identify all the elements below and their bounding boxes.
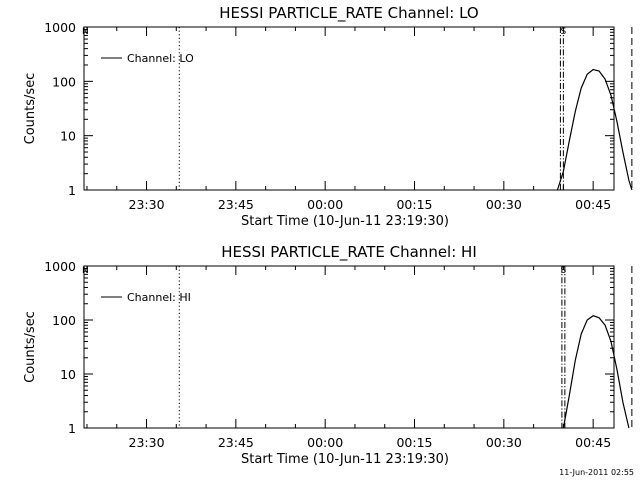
legend: Channel: LO bbox=[101, 52, 194, 65]
generation-timestamp: 11-Jun-2011 02:55 bbox=[559, 468, 634, 477]
annotation-s: S bbox=[561, 27, 567, 37]
plot-frame bbox=[83, 265, 615, 429]
x-axis-label: Start Time (10-Jun-11 23:19:30) bbox=[241, 452, 449, 467]
y-tick-label: 1000 bbox=[44, 259, 76, 274]
legend: Channel: HI bbox=[101, 291, 191, 304]
y-axis-label: Counts/sec bbox=[23, 311, 38, 383]
x-tick-label: 00:45 bbox=[575, 435, 611, 450]
y-tick-label: 10 bbox=[60, 367, 76, 382]
x-axis-label: Start Time (10-Jun-11 23:19:30) bbox=[241, 214, 449, 229]
annotation-n: N bbox=[82, 27, 89, 37]
x-tick-label: 00:30 bbox=[486, 435, 522, 450]
legend-entry: Channel: HI bbox=[127, 291, 191, 304]
y-tick-label: 100 bbox=[52, 74, 76, 89]
y-tick-label: 1 bbox=[68, 183, 76, 198]
series-line bbox=[562, 315, 630, 429]
y-axis-label: Counts/sec bbox=[23, 73, 38, 145]
x-tick-label: 23:45 bbox=[218, 435, 254, 450]
y-tick-label: 1000 bbox=[44, 20, 76, 35]
series-line bbox=[556, 68, 633, 191]
legend-entry: Channel: LO bbox=[127, 52, 194, 65]
x-tick-label: 23:30 bbox=[129, 197, 165, 212]
y-tick-label: 100 bbox=[52, 313, 76, 328]
x-tick-label: 23:45 bbox=[218, 197, 254, 212]
chart-title: HESSI PARTICLE_RATE Channel: HI bbox=[221, 243, 477, 262]
annotation-s: S bbox=[561, 266, 567, 276]
y-tick-label: 10 bbox=[60, 129, 76, 144]
chart-panel-1: HESSI PARTICLE_RATE Channel: LO 1 10 100 100… bbox=[23, 4, 633, 229]
x-tick-label: 00:45 bbox=[575, 197, 611, 212]
chart-title: HESSI PARTICLE_RATE Channel: LO bbox=[219, 4, 478, 23]
x-tick-label: 23:30 bbox=[129, 435, 165, 450]
x-tick-label: 00:00 bbox=[307, 435, 343, 450]
y-tick-label: 1 bbox=[68, 421, 76, 436]
x-tick-label: 00:15 bbox=[396, 197, 432, 212]
x-tick-label: 00:15 bbox=[396, 435, 432, 450]
chart-panel-2: HESSI PARTICLE_RATE Channel: HI 1 10 100 100… bbox=[23, 243, 633, 467]
x-tick-label: 00:30 bbox=[486, 197, 522, 212]
annotation-n: N bbox=[82, 266, 89, 276]
x-tick-label: 00:00 bbox=[307, 197, 343, 212]
